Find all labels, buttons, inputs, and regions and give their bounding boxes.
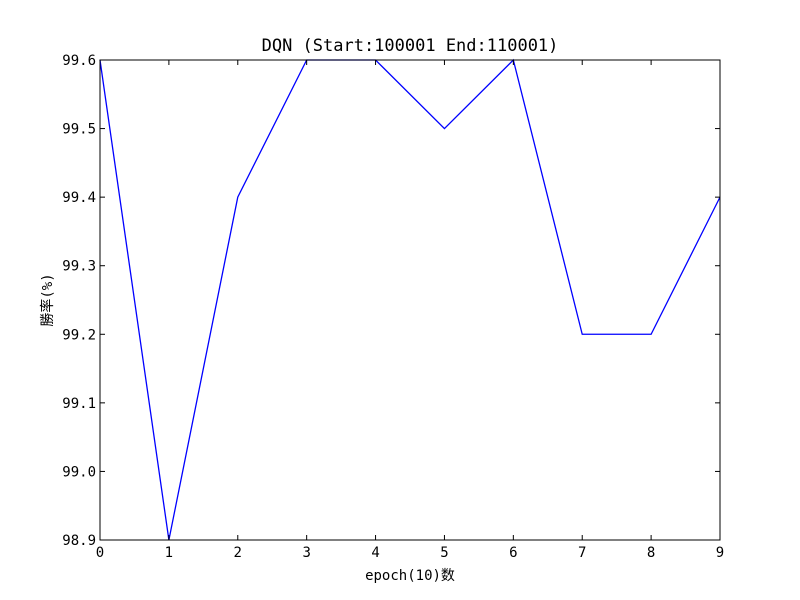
chart-title: DQN (Start:100001 End:110001) xyxy=(262,36,559,56)
y-axis-label: 勝率(%) xyxy=(39,273,56,326)
x-tick-label: 7 xyxy=(578,545,586,561)
y-tick-label: 99.4 xyxy=(62,190,96,206)
y-tick-label: 98.9 xyxy=(62,533,96,549)
x-tick-label: 0 xyxy=(96,545,104,561)
x-tick-label: 3 xyxy=(302,545,310,561)
series-layer xyxy=(99,58,721,541)
x-tick-label: 9 xyxy=(716,545,724,561)
y-tick-label: 99.3 xyxy=(62,259,96,275)
y-tick-label: 99.6 xyxy=(62,53,96,69)
x-axis-label: epoch(10)数 xyxy=(365,568,455,584)
y-tick-label: 99.2 xyxy=(62,327,96,343)
y-tick-label: 99.5 xyxy=(62,122,96,138)
x-tick-label: 2 xyxy=(234,545,242,561)
x-tick-label: 5 xyxy=(440,545,448,561)
series-line xyxy=(99,58,721,541)
x-tick-label: 8 xyxy=(647,545,655,561)
x-tick-label: 1 xyxy=(165,545,173,561)
y-tick-label: 99.1 xyxy=(62,396,96,412)
y-tick-label: 99.0 xyxy=(62,464,96,480)
x-tick-label: 4 xyxy=(371,545,379,561)
plot-frame xyxy=(99,59,721,541)
x-tick-label: 6 xyxy=(509,545,517,561)
ticks-layer: 0 1 2 3 4 5 6 7 8 9 98.9 99.0 99.1 99.2 99.3 99.4 99.5 99… xyxy=(62,53,724,561)
